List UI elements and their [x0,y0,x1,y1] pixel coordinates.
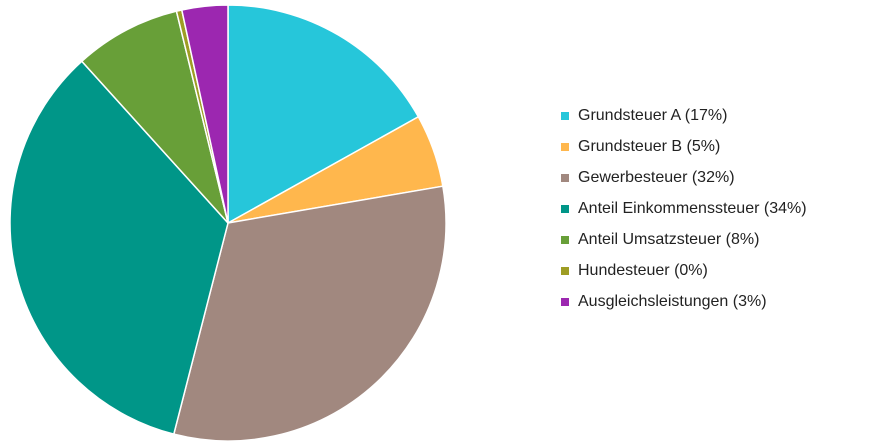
legend-label: Hundesteuer (0%) [578,262,708,279]
legend-value: (32%) [692,169,735,186]
legend-name: Anteil Einkommenssteuer [578,200,760,217]
legend-name: Anteil Umsatzsteuer [578,231,722,248]
legend-label: Gewerbesteuer (32%) [578,169,735,186]
legend-swatch [561,267,569,275]
legend-name: Hundesteuer [578,262,670,279]
legend-value: (0%) [674,262,708,279]
legend-value: (3%) [733,293,767,310]
legend-swatch [561,174,569,182]
legend-swatch [561,205,569,213]
legend-label: Grundsteuer B (5%) [578,138,720,155]
legend-label: Grundsteuer A (17%) [578,107,727,124]
pie-slice [80,10,229,224]
legend-name: Gewerbesteuer [578,169,688,186]
legend-value: (34%) [764,200,807,217]
legend-label: Anteil Umsatzsteuer (8%) [578,231,759,248]
legend-value: (8%) [726,231,760,248]
pie-slice [172,185,447,442]
legend-label: Anteil Einkommenssteuer (34%) [578,200,807,217]
legend-swatch [561,236,569,244]
legend-swatch [561,298,569,306]
legend-swatch [561,143,569,151]
pie-slice [227,4,420,225]
legend-value: (17%) [685,107,728,124]
legend-value: (5%) [687,138,721,155]
legend-name: Grundsteuer B [578,138,682,155]
pie-slice [9,60,229,436]
legend-swatch [561,112,569,120]
legend-label: Ausgleichsleistungen (3%) [578,293,767,310]
pie-slice [180,4,229,224]
legend-name: Ausgleichsleistungen [578,293,728,310]
legend-name: Grundsteuer A [578,107,682,124]
